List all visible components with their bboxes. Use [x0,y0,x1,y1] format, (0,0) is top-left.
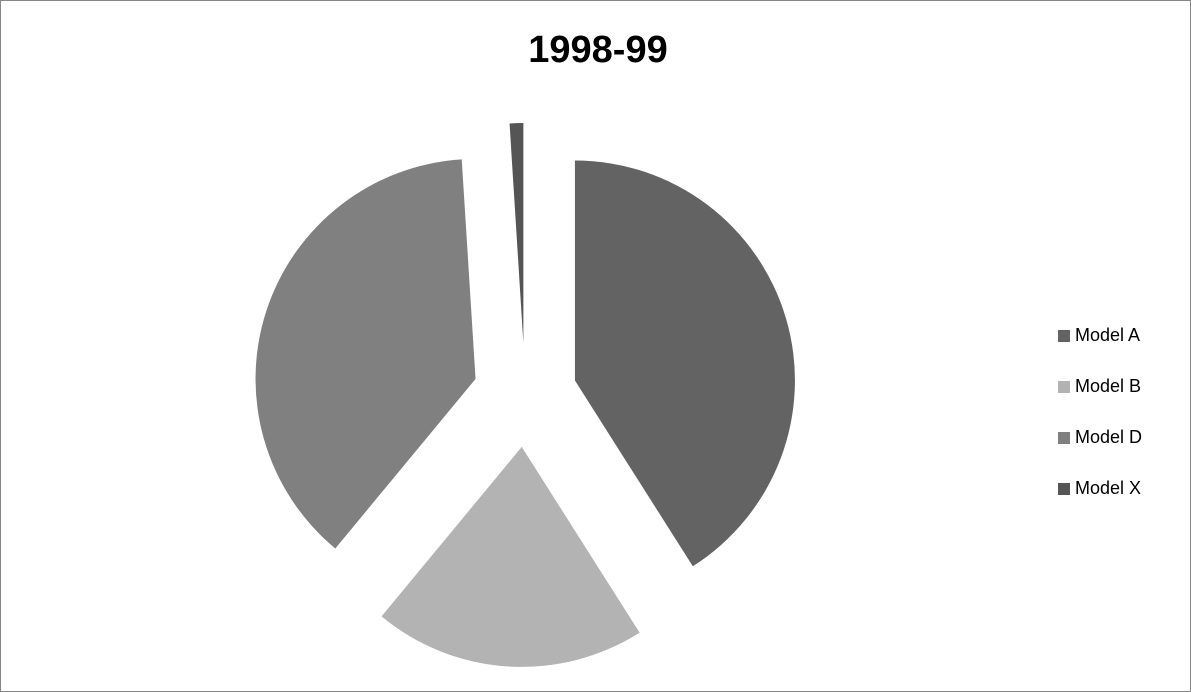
chart-title: 1998-99 [528,29,667,71]
legend-swatch [1058,483,1070,495]
pie-slice [381,446,640,667]
pie-slice [509,123,524,344]
legend-label: Model A [1075,325,1140,345]
pie-slice [255,159,476,549]
legend-swatch [1058,381,1070,393]
legend-label: Model B [1075,376,1141,396]
legend-label: Model X [1075,478,1141,498]
pie-slice [574,160,795,567]
legend-swatch [1058,330,1070,342]
legend-swatch [1058,432,1070,444]
legend-label: Model D [1075,427,1142,447]
